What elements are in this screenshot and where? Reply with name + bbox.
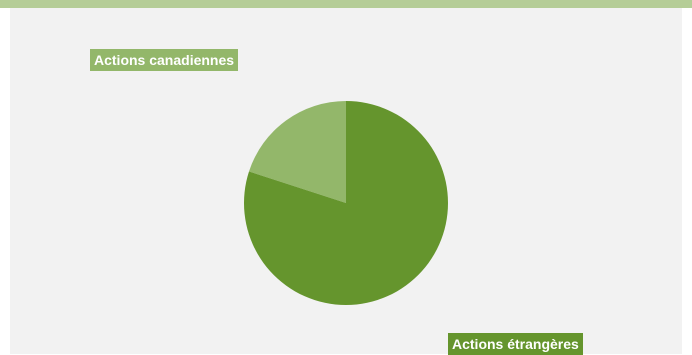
pie-slices [244, 101, 449, 306]
label-actions-canadiennes: Actions canadiennes [90, 49, 239, 71]
pie-slice-actions-canadiennes [248, 101, 346, 203]
label-actions-etrangeres: Actions étrangères [448, 333, 583, 355]
top-accent-bar [0, 0, 692, 8]
pie-slice-actions-etrangeres [244, 101, 449, 306]
